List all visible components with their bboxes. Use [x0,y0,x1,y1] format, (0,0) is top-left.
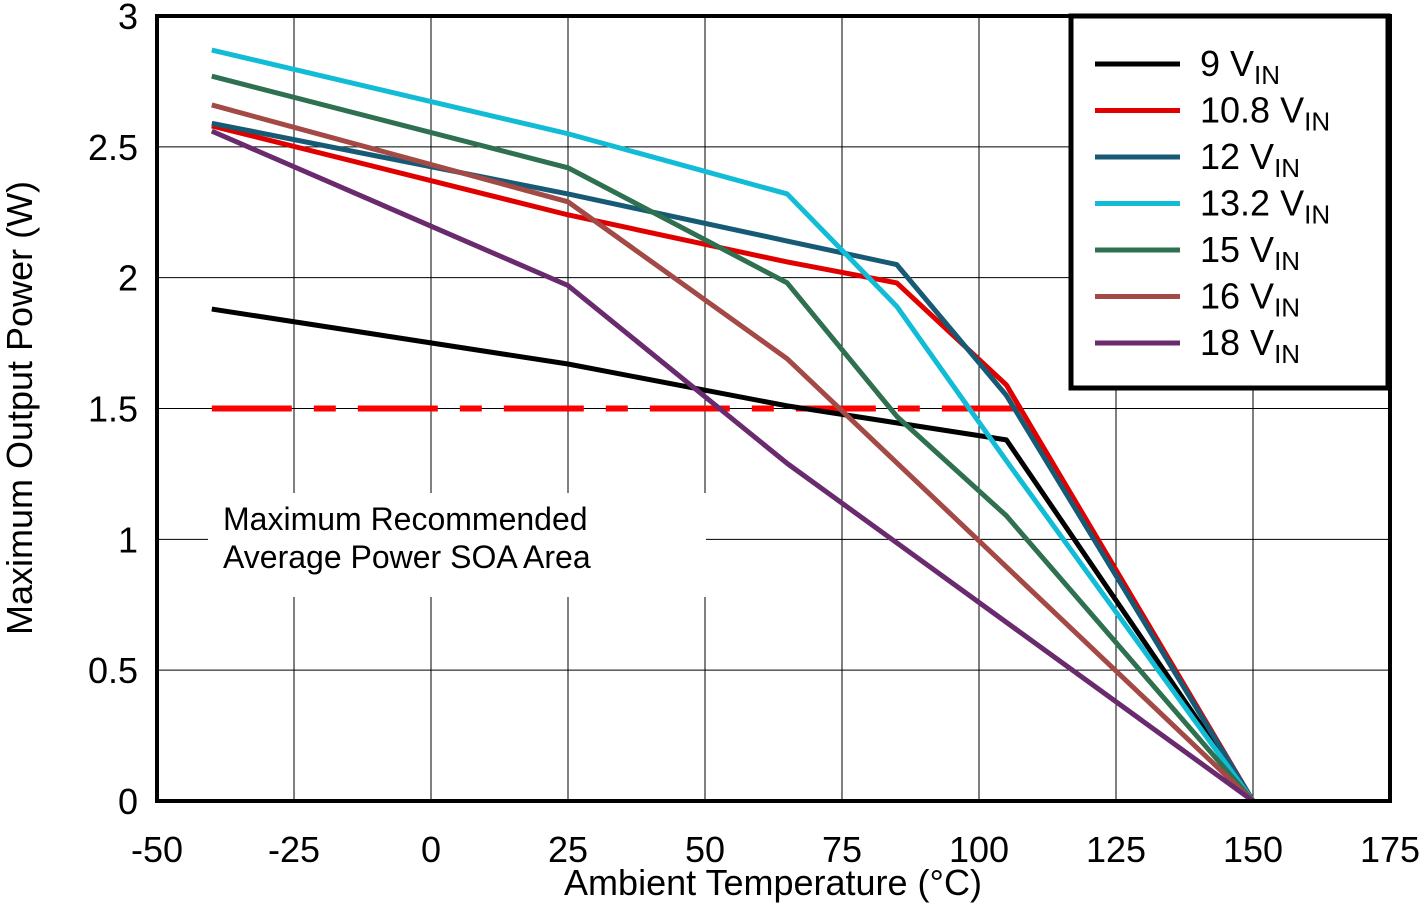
y-tick-label: 3 [118,0,138,37]
legend-name: 16 V [1200,276,1274,317]
annotation-box [208,493,706,597]
legend-name: 12 V [1200,136,1274,177]
x-tick-label: 100 [949,829,1009,870]
y-tick-label: 1 [118,519,138,560]
legend-subscript: IN [1274,153,1300,183]
x-tick-label: 175 [1360,829,1420,870]
legend-entry: 18 VIN [1200,322,1300,369]
legend-entry: 15 VIN [1200,229,1300,276]
x-tick-label: 0 [421,829,441,870]
x-tick-label: 50 [685,829,725,870]
series-line [211,306,1256,803]
series-line [211,123,1256,803]
x-tick-label: -25 [268,829,320,870]
y-tick-label: 2 [118,258,138,299]
legend-subscript: IN [1304,200,1330,230]
x-tick-label: 125 [1086,829,1146,870]
legend-entry: 12 VIN [1200,136,1300,183]
legend-name: 18 V [1200,322,1274,363]
y-tick-label: 1.5 [88,389,138,430]
annotation: Average Power SOA Area [223,539,591,575]
x-tick-label: -50 [131,829,183,870]
series-line [211,73,1255,803]
series-line [211,47,1256,803]
x-tick-label: 75 [822,829,862,870]
y-tick-label: 0 [118,781,138,822]
series-line [210,128,1255,804]
legend-entry: 9 VIN [1200,43,1280,90]
legend-name: 9 V [1200,43,1254,84]
legend-subscript: IN [1274,246,1300,276]
y-axis-label: Maximum Output Power (W) [0,181,40,635]
legend-name: 15 V [1200,229,1274,270]
y-tick-label: 2.5 [88,127,138,168]
legend-subscript: IN [1274,293,1300,323]
x-axis-label: Ambient Temperature (°C) [564,862,982,903]
series-line [211,102,1255,803]
legend-name: 13.2 V [1200,183,1304,224]
x-tick-label: 25 [548,829,588,870]
legend-entry: 16 VIN [1200,276,1300,323]
legend-name: 10.8 V [1200,90,1304,131]
annotation: Maximum Recommended [223,501,588,537]
plot-frame [155,14,1392,803]
legend-subscript: IN [1274,339,1300,369]
legend-subscript: IN [1304,107,1330,137]
y-tick-label: 0.5 [88,650,138,691]
legend-subscript: IN [1254,60,1280,90]
legend-entry: 13.2 VIN [1200,183,1330,230]
x-tick-label: 150 [1223,829,1283,870]
legend-entry: 10.8 VIN [1200,90,1330,137]
